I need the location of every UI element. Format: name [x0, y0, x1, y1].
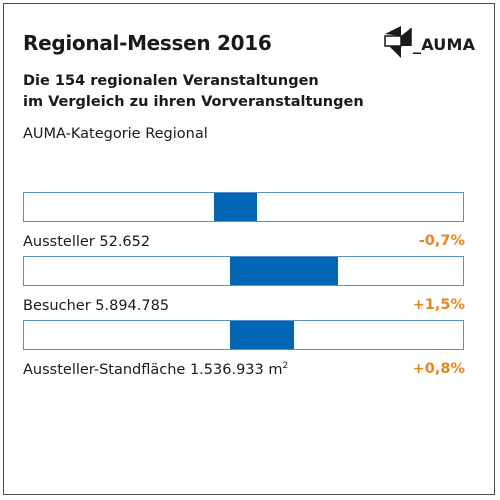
bar-track-besucher [23, 256, 464, 286]
row-label-text: Aussteller-Standfläche 1.536.933 m [23, 362, 283, 378]
bar-besucher [229, 257, 338, 285]
category-label: AUMA-Kategorie Regional [23, 126, 208, 142]
subtitle-line-2: im Vergleich zu ihren Vorveranstaltungen [23, 94, 364, 110]
auma-logo-icon [384, 26, 412, 58]
row-value-standflaeche: +0,8% [412, 361, 465, 377]
row-label-text: Aussteller 52.652 [23, 234, 151, 250]
row-label-standflaeche: Aussteller-Standfläche 1.536.933 m2 [23, 361, 288, 378]
bar-aussteller [213, 193, 258, 221]
bar-standflaeche [229, 321, 294, 349]
logo-text: _AUMA [413, 35, 476, 54]
row-label-besucher: Besucher 5.894.785 [23, 297, 169, 314]
bar-track-aussteller [23, 192, 464, 222]
chart-subtitle: Die 154 regionalen Veranstaltungen im Ve… [23, 71, 364, 113]
row-label-aussteller: Aussteller 52.652 [23, 233, 150, 250]
chart-title: Regional-Messen 2016 [23, 31, 272, 55]
row-value-besucher: +1,5% [412, 297, 465, 313]
subtitle-line-1: Die 154 regionalen Veranstaltungen [23, 73, 319, 89]
chart-frame [3, 3, 495, 495]
row-label-sup: 2 [282, 361, 289, 371]
bar-track-standflaeche [23, 320, 464, 350]
row-value-aussteller: -0,7% [418, 233, 465, 249]
row-label-text: Besucher 5.894.785 [23, 298, 170, 314]
